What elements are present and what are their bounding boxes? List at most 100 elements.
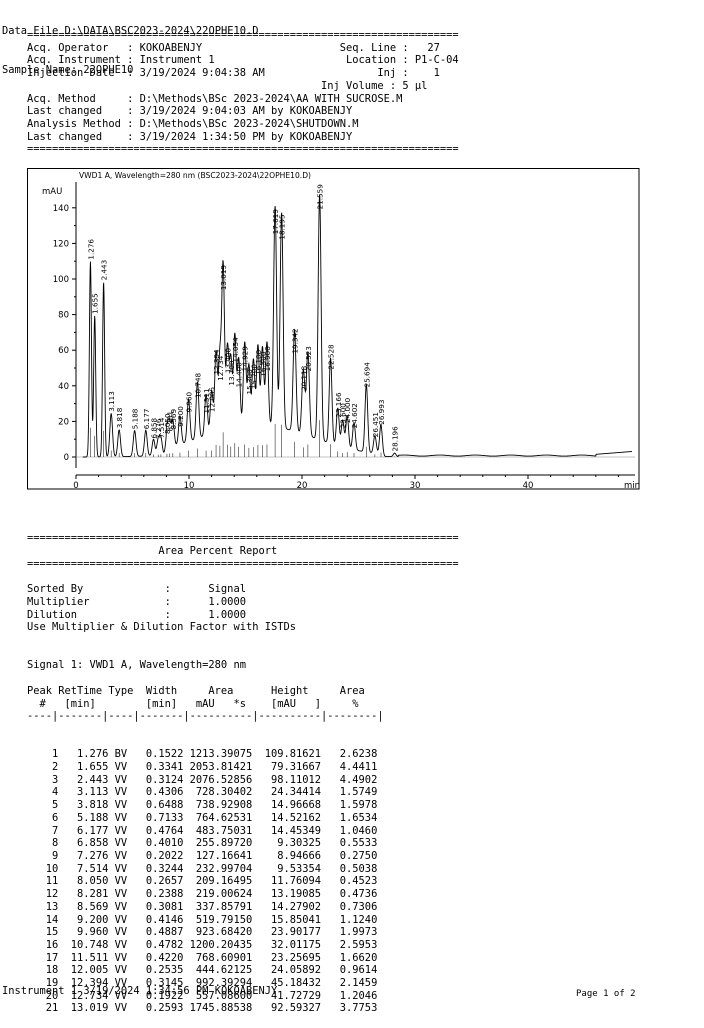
report-line <box>27 647 459 660</box>
report-line: Sorted By : Signal <box>27 583 246 596</box>
report-line: Dilution : 1.0000 <box>27 608 246 621</box>
meta-line: Analysis Method : D:\Methods\BSc 2023-20… <box>27 117 359 130</box>
table-row: 11 8.050 VV 0.2657 209.16495 11.76094 0.… <box>27 875 378 888</box>
report-line: ========================================… <box>27 532 459 545</box>
x-axis-label: min <box>624 481 640 490</box>
table-row: 7 6.177 VV 0.4764 483.75031 14.45349 1.0… <box>27 824 378 837</box>
peak-label: 9.960 <box>185 391 194 412</box>
table-row: 12 8.281 VV 0.2388 219.00624 13.19085 0.… <box>27 888 378 901</box>
chromatogram-chart: VWD1 A, Wavelength=280 nm (BSC2023-2024\… <box>27 168 640 491</box>
sample-name-line: Sample Name: 22OPHE10 <box>2 63 134 76</box>
peak-label: 15.700 <box>249 364 258 390</box>
table-row: 17 11.511 VV 0.4220 768.60901 23.25695 1… <box>27 951 378 964</box>
table-row: 8 6.858 VV 0.4010 255.89720 9.30325 0.55… <box>27 837 378 850</box>
peak-label: 24.602 <box>350 403 359 428</box>
meta-line: Last changed : 3/19/2024 1:34:50 PM by K… <box>27 130 353 143</box>
table-row: 15 9.960 VV 0.4887 923.68420 23.90177 1.… <box>27 926 378 939</box>
report-line <box>27 571 459 584</box>
file-header: Data File D:\DATA\BSC2023-2024\22OPHE10.… <box>2 0 258 89</box>
peak-label: 24.000 <box>343 397 352 423</box>
peak-label: 8.281 <box>166 411 175 432</box>
peak-label: 9.200 <box>176 406 185 427</box>
peak-label: 5.188 <box>131 408 140 429</box>
peak-label: 14.054 <box>231 337 240 363</box>
table-row: 18 12.005 VV 0.2535 444.62125 24.05892 0… <box>27 964 378 977</box>
peak-label: 21.559 <box>316 184 325 210</box>
meta-line: ========================================… <box>27 143 459 156</box>
y-tick-label: 140 <box>53 204 69 214</box>
peak-label: 26.451 <box>371 412 380 437</box>
report-line: ========================================… <box>27 557 459 570</box>
peak-label: 14.400 <box>235 362 244 388</box>
peak-label: 6.177 <box>142 409 151 430</box>
report-line: Signal 1: VWD1 A, Wavelength=280 nm <box>27 659 246 672</box>
table-row: 13 8.569 VV 0.3081 337.85791 14.27902 0.… <box>27 900 378 913</box>
peak-label: 13.400 <box>223 348 232 374</box>
table-row: 14 9.200 VV 0.4146 519.79150 15.85041 1.… <box>27 913 378 926</box>
report-line: ----|-------|----|-------|----------|---… <box>27 710 384 723</box>
peak-label: 16.500 <box>258 351 267 377</box>
y-tick-label: 20 <box>58 417 69 427</box>
peak-label: 26.993 <box>377 400 386 425</box>
table-row: 2 1.655 VV 0.3341 2053.81421 79.31667 4.… <box>27 761 378 774</box>
peak-label: 8.050 <box>163 413 172 434</box>
table-row: 20 12.734 VV 0.1922 557.08600 41.72729 1… <box>27 989 378 1002</box>
report-line: Peak RetTime Type Width Area Height Area <box>27 684 365 697</box>
y-tick-label: 100 <box>53 275 69 285</box>
signal-trace <box>82 194 632 458</box>
y-tick-label: 60 <box>58 346 69 356</box>
peak-label: 3.113 <box>107 391 116 412</box>
peak-label: 8.569 <box>169 409 178 430</box>
x-tick-label: 10 <box>184 481 195 490</box>
peak-label: 17.619 <box>271 209 280 235</box>
meta-line: Acq. Instrument : Instrument 1 Location … <box>27 54 459 67</box>
table-row: 19 12.394 VV 0.3145 992.39294 45.18432 2… <box>27 977 378 990</box>
y-tick-label: 0 <box>64 453 69 463</box>
peak-table: 1 1.276 BV 0.1522 1213.39075 109.81621 2… <box>27 748 459 1015</box>
report-header-lines: ========================================… <box>27 532 459 723</box>
peak-label: 20.118 <box>299 365 308 391</box>
report-line <box>27 634 459 647</box>
peak-label: 1.655 <box>91 293 100 314</box>
data-file-line: Data File D:\DATA\BSC2023-2024\22OPHE10.… <box>2 25 259 38</box>
report-line: Use Multiplier & Dilution Factor with IS… <box>27 621 296 634</box>
report-line: Area Percent Report <box>27 545 278 558</box>
peak-label: 10.748 <box>193 372 202 398</box>
x-tick-label: 40 <box>523 481 534 490</box>
table-row: 3 2.443 VV 0.3124 2076.52856 98.11012 4.… <box>27 773 378 786</box>
peak-label: 25.694 <box>362 362 371 388</box>
peak-label: 12.394 <box>212 349 221 375</box>
peak-label: 18.195 <box>278 214 287 239</box>
y-tick-label: 120 <box>53 239 69 249</box>
x-tick-label: 30 <box>410 481 421 490</box>
x-tick-label: 0 <box>73 481 78 490</box>
peak-label: 12.734 <box>216 355 225 381</box>
y-tick-label: 40 <box>58 382 69 392</box>
x-tick-label: 20 <box>297 481 308 490</box>
report-line: # [min] [min] mAU *s [mAU ] % <box>27 697 359 710</box>
peak-label: 15.300 <box>245 369 254 395</box>
table-row: 9 7.276 VV 0.2022 127.16641 8.94666 0.27… <box>27 849 378 862</box>
footer-page: Page 1 of 2 <box>576 989 636 999</box>
table-row: 5 3.818 VV 0.6488 738.92908 14.96668 1.5… <box>27 799 378 812</box>
peak-label: 19.342 <box>291 328 300 353</box>
report-line <box>27 672 459 685</box>
peak-label: 23.600 <box>339 403 348 429</box>
acquisition-info: ========================================… <box>27 29 459 156</box>
footer-instrument: Instrument 1 3/19/2024 1:34:56 PM KOKOAB… <box>2 985 278 997</box>
peak-label: 16.900 <box>263 346 272 372</box>
peak-label: 28.196 <box>391 426 400 452</box>
peak-label: 11.511 <box>202 388 211 413</box>
table-row: 4 3.113 VV 0.4306 728.30402 24.34414 1.5… <box>27 786 378 799</box>
table-row: 10 7.514 VV 0.3244 232.99704 9.53354 0.5… <box>27 862 378 875</box>
table-row: 21 13.019 VV 0.2593 1745.88538 92.59327 … <box>27 1002 378 1015</box>
peak-label: 1.276 <box>86 239 95 260</box>
area-percent-report: ========================================… <box>27 507 459 1028</box>
report-line: Multiplier : 1.0000 <box>27 595 246 608</box>
y-axis-label: mAU <box>42 187 62 197</box>
meta-line: Injection Date : 3/19/2024 9:04:38 AM In… <box>27 67 440 80</box>
chart-title: VWD1 A, Wavelength=280 nm (BSC2023-2024\… <box>79 170 311 180</box>
meta-line: Acq. Operator : KOKOABENJY Seq. Line : 2… <box>27 41 440 54</box>
meta-line: Acq. Method : D:\Methods\BSc 2023-2024\A… <box>27 92 403 105</box>
peak-label: 23.166 <box>334 392 343 418</box>
